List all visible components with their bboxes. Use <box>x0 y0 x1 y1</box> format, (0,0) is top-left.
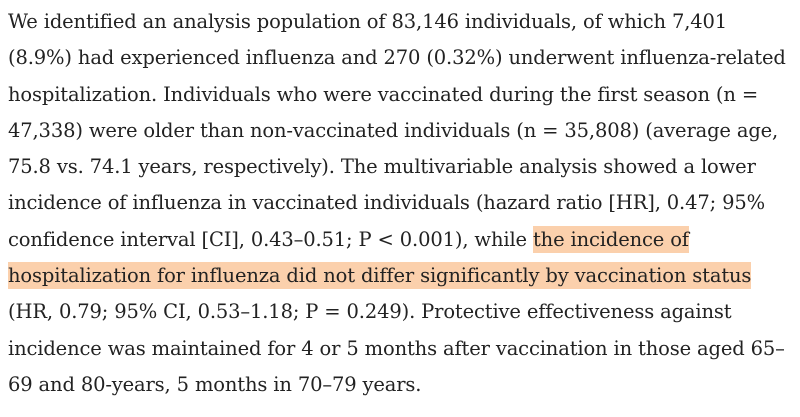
body-paragraph: We identified an analysis population of … <box>8 4 792 403</box>
paragraph-text-after-highlight: (HR, 0.79; 95% CI, 0.53–1.18; P = 0.249)… <box>8 300 785 396</box>
paragraph-text-before-highlight: We identified an analysis population of … <box>8 10 786 251</box>
